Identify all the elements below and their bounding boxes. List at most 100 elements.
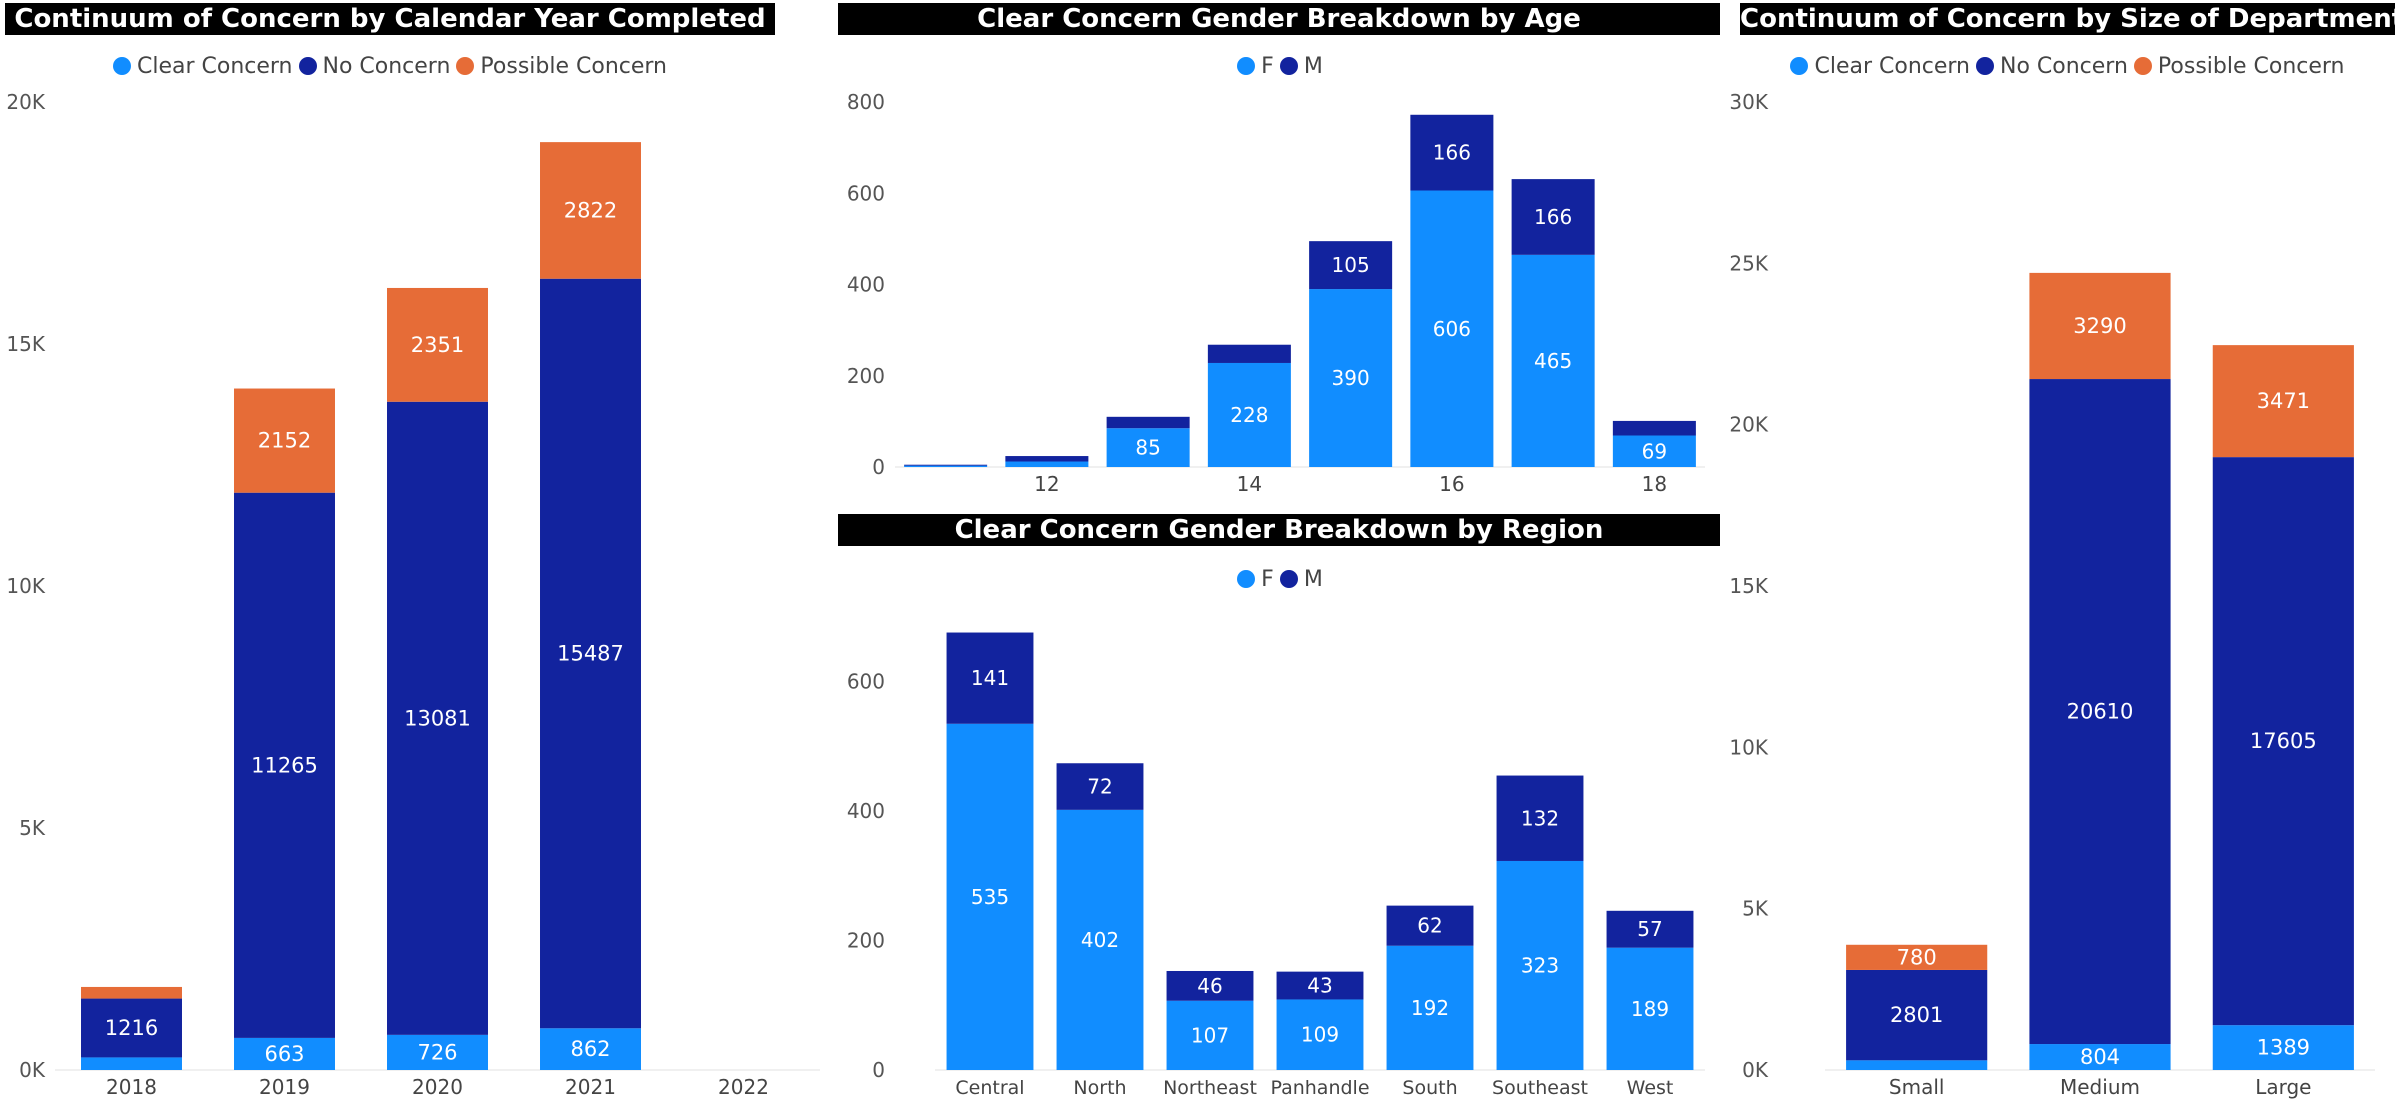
bar-segment[interactable] [904,465,988,467]
data-label: 2822 [564,198,617,222]
y-tick-label: 0 [872,455,885,479]
bar-segment[interactable] [1606,910,1694,948]
x-tick-label: 2020 [412,1075,463,1099]
legend-dot [456,57,475,75]
legend-dot [112,57,131,75]
bar-segment[interactable] [2212,457,2354,1026]
data-label: 109 [1301,1023,1339,1047]
bar-segment[interactable] [1846,969,1988,1061]
bar-segment[interactable] [387,1034,488,1070]
bar-segment[interactable] [234,492,335,1038]
bar-segment[interactable] [387,287,488,402]
data-label: 132 [1521,806,1559,830]
data-label: 402 [1081,928,1119,952]
y-tick-label: 30K [1729,90,1768,114]
bar-segment[interactable] [946,632,1034,724]
bar-segment[interactable] [81,1057,182,1070]
y-tick-label: 800 [847,90,885,114]
bar-segment[interactable] [1166,1000,1254,1070]
legend-region: F M [1160,563,1400,595]
data-label: 57 [1637,917,1662,941]
bar-segment[interactable] [81,998,182,1058]
legend-item-clear-concern[interactable]: Clear Concern [1790,54,1970,79]
bar-segment[interactable] [1005,461,1089,467]
legend-item-no-concern[interactable]: No Concern [1976,54,2128,79]
bar-segment[interactable] [1511,179,1595,255]
legend-item-m[interactable]: M [1279,54,1323,79]
bar-segment[interactable] [1005,456,1089,462]
bar-segment[interactable] [1207,362,1291,467]
bar-segment[interactable] [1309,289,1393,467]
data-label: 13081 [404,706,471,730]
bar-segment[interactable] [1496,775,1584,861]
legend-label: F [1261,566,1274,592]
legend-item-clear-concern[interactable]: Clear Concern [112,54,293,79]
legend-dot [1237,570,1256,588]
x-tick-label: Northeast [1163,1077,1257,1099]
bar-segment[interactable] [1386,905,1474,946]
bar-segment[interactable] [1846,1060,1988,1070]
bar-segment[interactable] [540,1028,641,1070]
data-label: 726 [417,1040,457,1064]
bar-segment[interactable] [1606,947,1694,1070]
bar-segment[interactable] [540,278,641,1029]
data-label: 535 [971,885,1009,909]
legend-item-f[interactable]: F [1237,567,1274,592]
bar-segment[interactable] [1166,970,1254,1001]
legend-label: M [1303,566,1323,592]
bar-segment[interactable] [2029,1044,2171,1070]
bar-segment[interactable] [1106,428,1190,467]
data-label: 3471 [2257,389,2310,413]
bar-segment[interactable] [234,388,335,493]
data-label: 166 [1433,141,1471,165]
bar-segment[interactable] [1410,114,1494,191]
y-tick-label: 400 [847,273,885,297]
bar-segment[interactable] [904,464,988,466]
legend-label: No Concern [322,53,451,79]
legend-item-possible-concern[interactable]: Possible Concern [456,54,667,79]
data-label: 85 [1135,436,1160,460]
bar-segment[interactable] [2029,272,2171,380]
legend-item-m[interactable]: M [1279,566,1323,592]
legend-label: F [1261,53,1274,79]
legend-item-f[interactable]: F [1237,54,1274,79]
x-tick-label: Panhandle [1270,1077,1369,1099]
data-label: 862 [570,1037,610,1061]
bar-segment[interactable] [2212,1025,2354,1070]
bar-segment[interactable] [1309,241,1393,290]
bar-segment[interactable] [540,142,641,279]
data-label: 15487 [557,641,624,665]
legend-label: Possible Concern [480,53,668,79]
bar-segment[interactable] [1056,809,1144,1070]
bar-segment[interactable] [234,1037,335,1070]
legend-label: Possible Concern [2157,53,2345,79]
data-label: 107 [1191,1023,1229,1047]
bar-segment[interactable] [1612,420,1696,436]
y-tick-label: 0K [19,1058,46,1082]
bar-segment[interactable] [1496,860,1584,1070]
bar-segment[interactable] [1386,945,1474,1070]
bar-segment[interactable] [1276,999,1364,1070]
chart-title-age: Clear Concern Gender Breakdown by Age [838,3,1720,35]
bar-segment[interactable] [1846,944,1988,970]
bar-segment[interactable] [1410,190,1494,467]
bar-segment[interactable] [1106,416,1190,429]
legend-item-possible-concern[interactable]: Possible Concern [2133,53,2345,79]
y-tick-label: 5K [19,816,46,840]
legend-item-no-concern[interactable]: No Concern [298,53,451,79]
bar-segment[interactable] [81,986,182,999]
bar-segment[interactable] [2212,345,2354,458]
bar-segment[interactable] [1207,344,1291,363]
y-tick-label: 10K [1729,735,1768,759]
bar-segment[interactable] [2029,379,2171,1045]
bar-segment[interactable] [1276,971,1364,1000]
bar-segment[interactable] [1511,254,1595,467]
data-label: 43 [1307,974,1332,998]
bar-segment[interactable] [946,723,1034,1070]
bar-segment[interactable] [387,401,488,1035]
bar-segment[interactable] [1612,435,1696,467]
bar-segment[interactable] [1056,763,1144,810]
